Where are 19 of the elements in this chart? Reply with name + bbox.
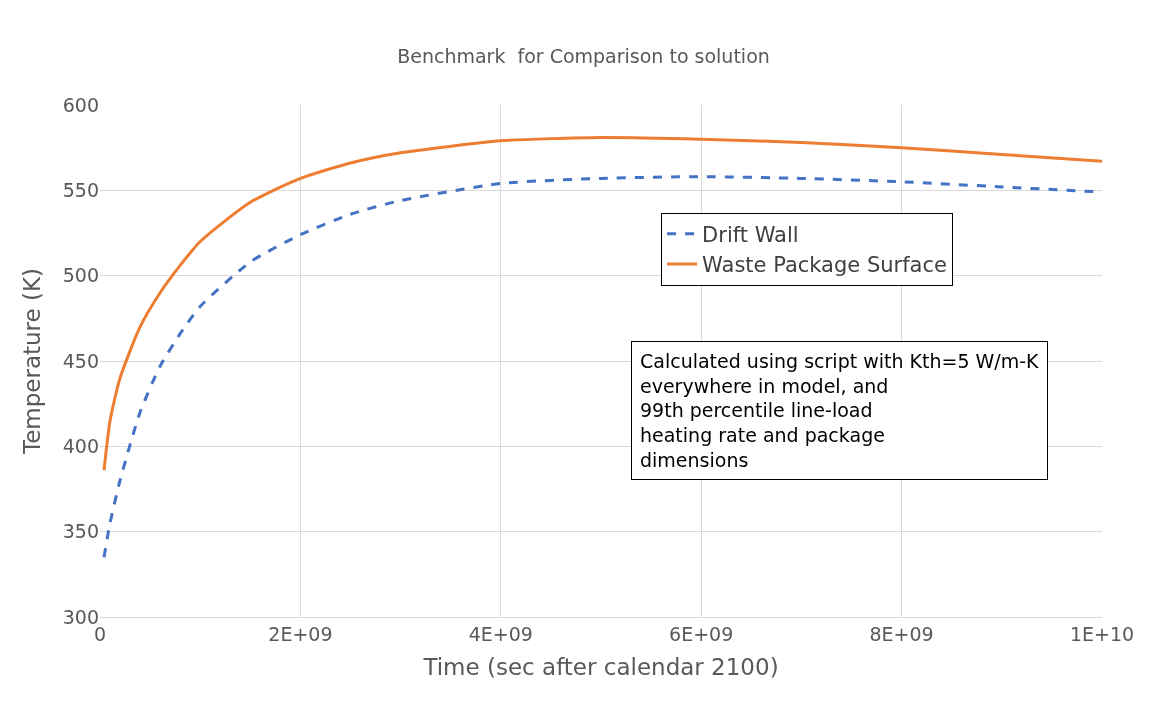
legend-label: Waste Package Surface (702, 253, 947, 278)
x-tick-label: 4E+09 (468, 622, 533, 645)
chart-title: Benchmark for Comparison to solution (397, 45, 770, 68)
legend-label: Drift Wall (702, 222, 799, 247)
x-axis-title: Time (sec after calendar 2100) (422, 654, 779, 681)
y-tick-label: 550 (62, 178, 99, 201)
x-tick-label: 6E+09 (669, 622, 734, 645)
x-tick-label: 2E+09 (268, 622, 333, 645)
annotation: Calculated using script with Kth=5 W/m-K everywhere in model, and 99th percentile line-load heating rate and package dimensions (640, 350, 1040, 471)
x-tick-label: 1E+10 (1069, 622, 1135, 645)
y-tick-label: 450 (62, 349, 99, 372)
x-tick-label: 8E+09 (869, 622, 934, 645)
y-tick-label: 600 (62, 93, 99, 116)
y-axis-title: Temperature (K) (19, 267, 46, 456)
y-tick-label: 400 (62, 434, 99, 457)
y-tick-label: 500 (62, 264, 99, 287)
y-tick-label: 300 (62, 605, 99, 628)
y-tick-label: 350 (62, 520, 99, 543)
line-series (102, 135, 1102, 472)
